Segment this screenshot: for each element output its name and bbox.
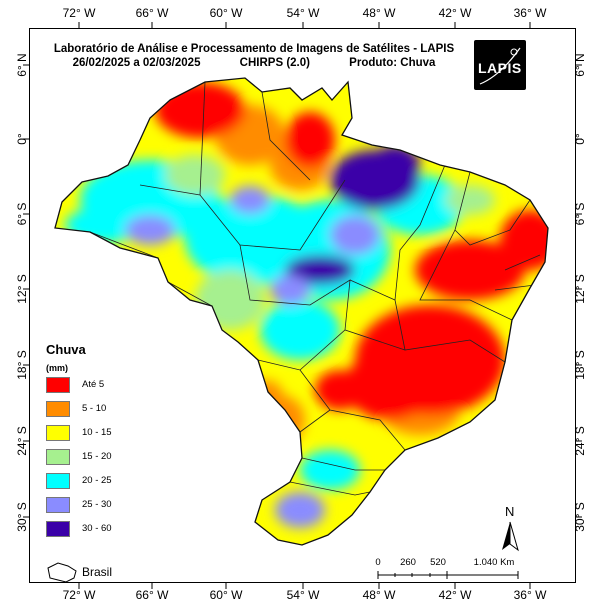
north-label: N xyxy=(505,504,515,519)
legend-item-label: 20 - 25 xyxy=(82,475,112,486)
legend-item-label: 5 - 10 xyxy=(82,403,107,414)
legend-swatch xyxy=(46,449,70,465)
product-label: Produto: Chuva xyxy=(349,57,436,69)
legend-item-label: 10 - 15 xyxy=(82,427,112,438)
lon-label-top: 72° W xyxy=(62,6,96,20)
legend-item-label: 15 - 20 xyxy=(82,451,112,462)
north-arrow-icon xyxy=(502,521,519,552)
lon-label-bottom: 60° W xyxy=(209,588,243,602)
inset-label-text: Brasil xyxy=(82,565,113,579)
legend-item-label: 30 - 60 xyxy=(82,523,112,534)
brazil-outline xyxy=(54,77,549,546)
legend-item-label: Até 5 xyxy=(82,379,105,390)
scale-bar xyxy=(377,571,519,579)
state-boundaries xyxy=(89,81,541,496)
lon-label-bottom: 48° W xyxy=(362,588,396,602)
legend-swatch xyxy=(46,377,70,393)
legend-unit: (mm) xyxy=(46,363,68,373)
lon-label-bottom: 36° W xyxy=(513,588,547,602)
scale-label: 520 xyxy=(430,557,446,568)
legend: Chuva (mm) Até 5 5 - 10 10 - 15 15 - 20 20 -… xyxy=(46,342,112,547)
map-header: Laboratório de Análise e Processamento d… xyxy=(44,42,464,70)
lon-label-top: 48° W xyxy=(362,6,396,20)
scale-label: 0 xyxy=(375,557,381,568)
header-subtitle: 26/02/2025 a 02/03/2025 CHIRPS (2.0) Pro… xyxy=(44,56,464,70)
lapis-logo: LAPIS xyxy=(474,40,526,90)
legend-swatch xyxy=(46,425,70,441)
lon-label-bottom: 54° W xyxy=(286,588,320,602)
legend-swatch xyxy=(46,497,70,513)
lon-label-top: 66° W xyxy=(135,6,169,20)
scale-label: 260 xyxy=(400,557,416,568)
lon-label-bottom: 72° W xyxy=(62,588,96,602)
legend-title: Chuva xyxy=(46,342,86,357)
data-source: CHIRPS (2.0) xyxy=(239,57,310,69)
legend-item-label: 25 - 30 xyxy=(82,499,112,510)
lon-label-bottom: 66° W xyxy=(135,588,169,602)
date-range: 26/02/2025 a 02/03/2025 xyxy=(72,57,201,69)
brazil-inset-icon xyxy=(47,562,77,583)
lon-label-top: 42° W xyxy=(438,6,472,20)
logo-text: LAPIS xyxy=(478,60,522,76)
scale-label: 1.040 Km xyxy=(473,557,515,568)
legend-swatch xyxy=(46,401,70,417)
scale-labels: 0 260 520 1.040 Km xyxy=(375,557,516,581)
rainfall-raster xyxy=(55,78,548,545)
lon-label-top: 54° W xyxy=(286,6,320,20)
lon-label-top: 36° W xyxy=(513,6,547,20)
lon-label-top: 60° W xyxy=(209,6,243,20)
legend-items: Até 5 5 - 10 10 - 15 15 - 20 20 - 25 25 - 30 3… xyxy=(46,377,112,547)
lon-label-bottom: 42° W xyxy=(438,588,472,602)
lab-title: Laboratório de Análise e Processamento d… xyxy=(53,43,455,55)
graticule-ticks xyxy=(23,22,582,589)
legend-swatch xyxy=(46,473,70,489)
legend-swatch xyxy=(46,521,70,537)
